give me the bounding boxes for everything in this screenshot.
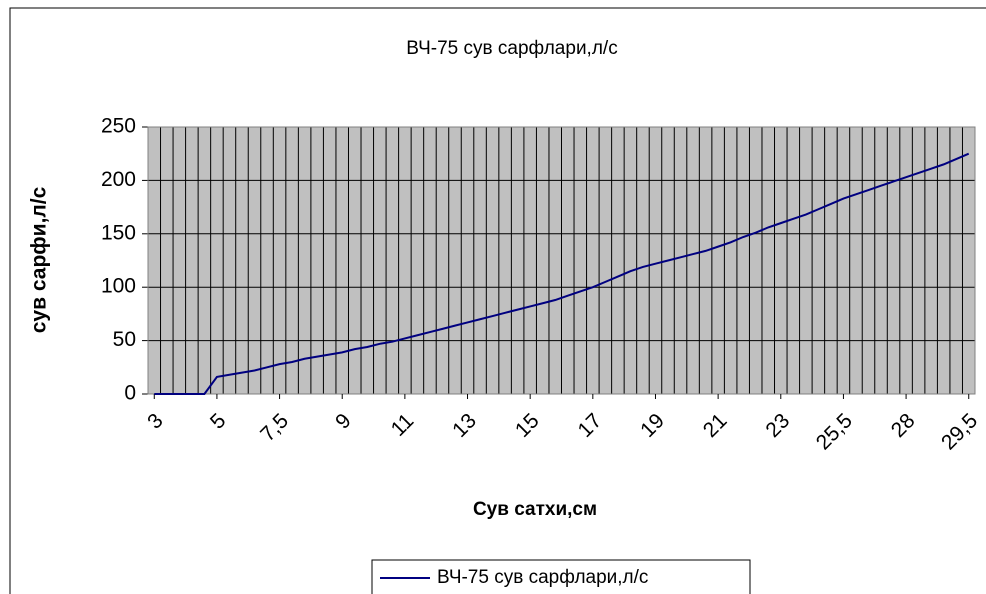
line-series [154,152,970,395]
y-tick-label: 150 [101,221,136,244]
x-tick-label: 11 [387,409,419,441]
plot-border [147,126,976,395]
x-tick-label: 9 [331,409,356,434]
x-tick-label: 7,5 [256,409,293,446]
y-axis-label: сув сарфи,л/с [28,186,51,333]
x-tick-label: 25,5 [812,409,857,454]
x-tick-label: 29,5 [937,409,982,454]
x-tick-label: 3 [143,409,168,434]
x-tick-label: 15 [511,409,544,442]
legend-label: ВЧ-75 сув сарфлари,л/с [437,567,648,588]
x-tick-label: 5 [206,409,231,434]
chart-border [9,7,986,594]
x-tick-label: 17 [574,409,607,442]
legend [371,559,751,594]
x-tick-label: 28 [887,409,920,442]
y-tick-label: 250 [101,115,136,138]
y-tick-label: 0 [124,382,136,405]
x-tick-label: 19 [636,409,669,442]
y-tick-label: 50 [113,328,136,351]
y-tick-label: 100 [101,275,136,298]
y-tick-label: 200 [101,168,136,191]
x-tick-label: 21 [699,409,732,442]
chart-title: ВЧ-75 сув сарфлари,л/с [406,38,617,59]
x-tick-label: 23 [761,409,794,442]
x-axis-label: Сув сатхи,см [473,499,597,520]
x-tick-label: 13 [448,409,481,442]
